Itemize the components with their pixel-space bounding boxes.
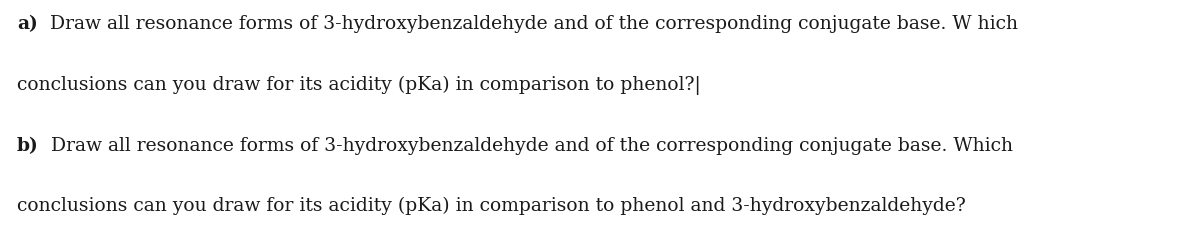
Text: Draw all resonance forms of 3-hydroxybenzaldehyde and of the corresponding conju: Draw all resonance forms of 3-hydroxyben…	[43, 15, 1018, 33]
Text: b): b)	[17, 137, 38, 155]
Text: conclusions can you draw for its acidity (pKa) in comparison to phenol?|: conclusions can you draw for its acidity…	[17, 76, 701, 95]
Text: conclusions can you draw for its acidity (pKa) in comparison to phenol and 3-hyd: conclusions can you draw for its acidity…	[17, 197, 966, 215]
Text: Draw all resonance forms of 3-hydroxybenzaldehyde and of the corresponding conju: Draw all resonance forms of 3-hydroxyben…	[44, 137, 1013, 155]
Text: a): a)	[17, 15, 37, 33]
